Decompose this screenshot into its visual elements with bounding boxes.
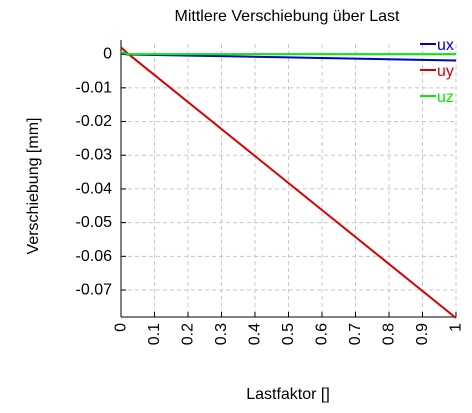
x-tick-label: 0.9 [414,323,431,345]
legend-label-uz: uz [437,89,454,106]
y-tick-label: 0 [103,46,112,63]
x-axis-label: Lastfaktor [] [246,386,330,403]
x-tick-label: 0.5 [280,323,297,345]
x-tick-label: 0.8 [381,323,398,345]
x-tick-label: 1 [448,323,465,332]
y-tick-label: -0.03 [76,147,113,164]
legend-label-uy: uy [437,63,454,80]
y-tick-label: -0.06 [76,248,113,265]
y-tick-label: -0.05 [76,214,113,231]
x-tick-label: 0.3 [213,323,230,345]
x-tick-label: 0.1 [146,323,163,345]
x-tick-label: 0.4 [247,323,264,345]
x-axis-ticks: 0 0.1 0.2 0.3 0.4 0.5 0.6 0.7 0.8 0.9 1 [113,312,465,345]
y-axis-label: Verschiebung [mm] [25,118,42,255]
chart-title: Mittlere Verschiebung über Last [174,8,400,25]
y-tick-label: -0.04 [76,180,113,197]
y-tick-label: -0.07 [76,282,113,299]
series-lines [120,46,457,319]
x-tick-label: 0 [113,323,130,332]
series-line-uz [120,51,456,56]
grid [120,44,457,317]
x-tick-label: 0.2 [180,323,197,345]
y-axis-ticks: 0 -0.01 -0.02 -0.03 -0.04 -0.05 -0.06 -0.07 [76,46,126,299]
legend-label-ux: ux [437,37,454,54]
legend: ux uy uz [420,37,454,106]
y-tick-label: -0.02 [76,113,113,130]
x-tick-label: 0.6 [314,323,331,345]
x-tick-label: 0.7 [347,323,364,345]
y-tick-label: -0.01 [76,79,113,96]
